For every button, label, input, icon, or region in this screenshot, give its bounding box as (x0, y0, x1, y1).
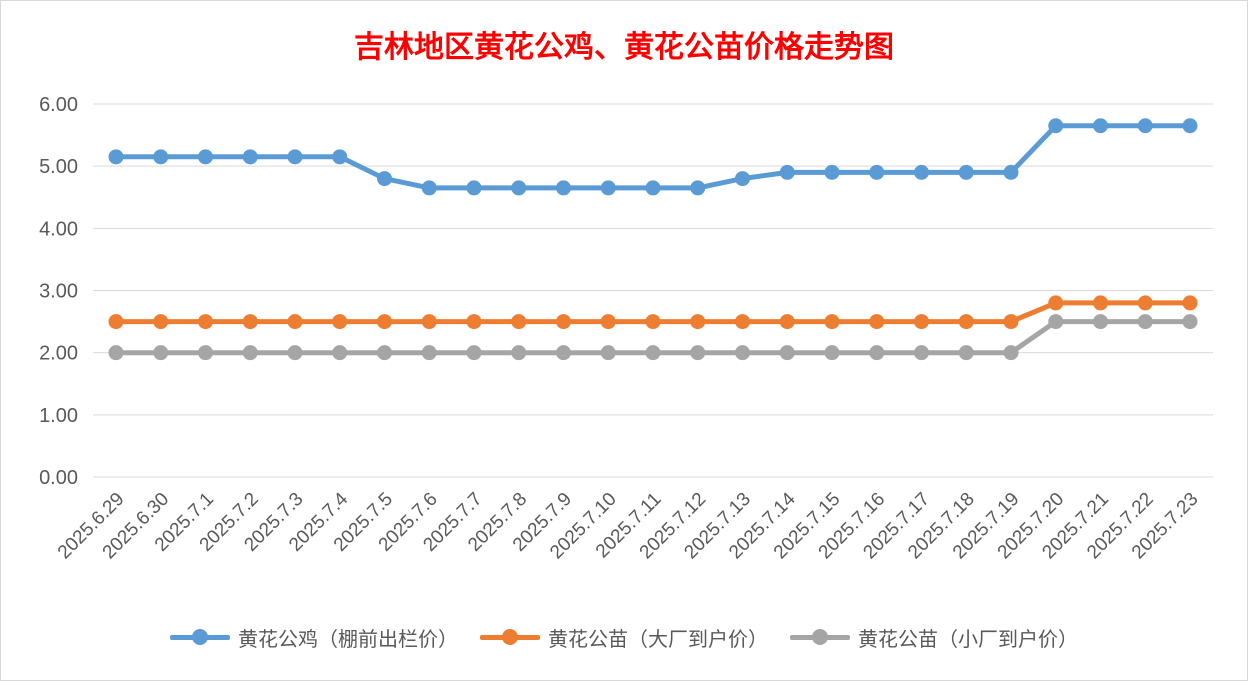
legend-label: 黄花公鸡（棚前出栏价） (238, 626, 458, 651)
data-point (914, 164, 929, 180)
chart-title: 吉林地区黄花公鸡、黄花公苗价格走势图 (354, 30, 894, 65)
data-point (421, 180, 437, 196)
data-point (242, 314, 258, 330)
data-point (466, 345, 482, 361)
data-point (824, 345, 840, 361)
data-point (1003, 345, 1019, 361)
data-point (1003, 164, 1019, 180)
y-tick-label: 5.00 (39, 156, 78, 178)
data-point (242, 345, 258, 361)
data-point (1093, 314, 1108, 330)
data-point (198, 149, 213, 165)
data-point (1048, 314, 1064, 330)
legend-marker (502, 629, 518, 645)
data-point (735, 314, 750, 330)
data-point (108, 149, 124, 165)
data-point (779, 164, 795, 180)
data-point (690, 314, 706, 330)
data-point (869, 164, 885, 180)
data-point (421, 345, 437, 361)
y-tick-label: 4.00 (39, 218, 78, 240)
data-point (914, 345, 929, 361)
data-point (779, 345, 795, 361)
data-point (1048, 295, 1064, 311)
data-point (1137, 295, 1153, 311)
data-point (511, 345, 527, 361)
data-point (511, 314, 527, 330)
data-point (600, 345, 616, 361)
data-point (1182, 314, 1198, 330)
data-point (287, 345, 303, 361)
data-point (153, 345, 169, 361)
data-point (466, 180, 482, 196)
data-point (824, 314, 840, 330)
data-point (824, 164, 840, 180)
y-tick-label: 0.00 (39, 467, 78, 489)
data-point (645, 314, 661, 330)
y-tick-label: 6.00 (39, 94, 78, 116)
data-point (645, 180, 661, 196)
data-point (287, 314, 303, 330)
legend-marker (812, 629, 828, 645)
legend-item: 黄花公苗（小厂到户价） (790, 623, 1078, 652)
data-point (690, 345, 706, 361)
data-point (153, 149, 169, 165)
data-point (287, 149, 303, 165)
data-point (332, 345, 348, 361)
data-point (1048, 118, 1064, 134)
series-line (113, 123, 1193, 191)
data-point (556, 180, 571, 196)
data-point (198, 345, 213, 361)
data-point (1182, 295, 1198, 311)
data-point (421, 314, 437, 330)
data-point (377, 171, 392, 187)
legend-item: 黄花公苗（大厂到户价） (480, 623, 768, 652)
data-point (377, 314, 392, 330)
y-tick-label: 1.00 (39, 405, 78, 427)
data-point (958, 164, 974, 180)
data-point (198, 314, 213, 330)
data-point (1093, 295, 1108, 311)
data-point (914, 314, 929, 330)
data-point (1093, 118, 1108, 134)
data-point (108, 314, 124, 330)
y-tick-label: 3.00 (39, 281, 78, 303)
data-point (1137, 314, 1153, 330)
data-point (1182, 118, 1198, 134)
data-point (108, 345, 124, 361)
legend-swatch (170, 627, 230, 647)
legend-swatch (790, 627, 850, 647)
legend-item: 黄花公鸡（棚前出栏价） (170, 623, 458, 652)
data-point (735, 345, 750, 361)
data-point (153, 314, 169, 330)
legend-label: 黄花公苗（小厂到户价） (858, 626, 1078, 651)
data-point (600, 314, 616, 330)
data-point (600, 180, 616, 196)
data-point (1003, 314, 1019, 330)
data-point (869, 314, 885, 330)
data-point (645, 345, 661, 361)
data-point (690, 180, 706, 196)
data-point (958, 345, 974, 361)
data-point (332, 314, 348, 330)
data-point (735, 171, 750, 187)
data-point (511, 180, 527, 196)
data-point (779, 314, 795, 330)
data-point (556, 314, 571, 330)
data-point (556, 345, 571, 361)
data-point (1137, 118, 1153, 134)
data-point (466, 314, 482, 330)
data-point (242, 149, 258, 165)
data-point (869, 345, 885, 361)
data-point (958, 314, 974, 330)
data-point (377, 345, 392, 361)
data-point (332, 149, 348, 165)
y-tick-label: 2.00 (39, 343, 78, 365)
legend: 黄花公鸡（棚前出栏价） 黄花公苗（大厂到户价） 黄花公苗（小厂到户价） (0, 622, 1248, 652)
legend-marker (192, 629, 208, 645)
legend-swatch (480, 627, 540, 647)
legend-label: 黄花公苗（大厂到户价） (548, 626, 768, 651)
